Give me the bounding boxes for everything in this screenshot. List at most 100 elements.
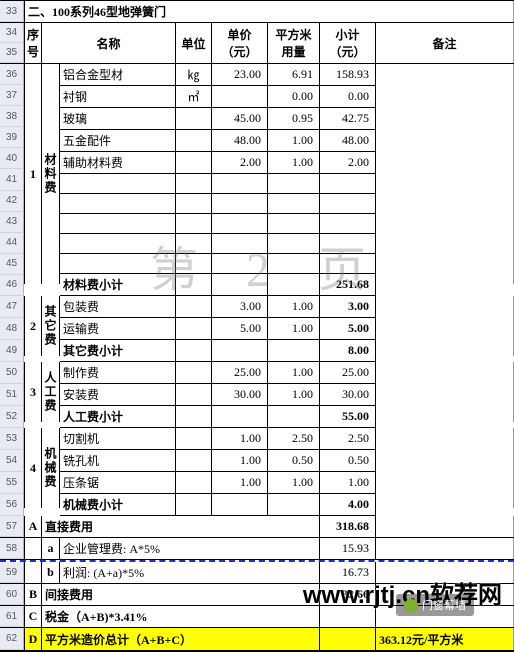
seq-d: D: [24, 628, 42, 650]
item-unit: [176, 384, 212, 405]
item-name: 铝合金型材: [60, 64, 176, 85]
item-unit: [176, 130, 212, 151]
cell: [176, 406, 212, 427]
row-number: 35: [0, 43, 24, 63]
item-price: 1.00: [212, 472, 268, 493]
item-qty: 6.91: [268, 64, 320, 85]
seq-b: B: [24, 584, 42, 605]
subtotal-value: 55.00: [320, 406, 376, 427]
item-unit: [176, 254, 212, 273]
item-sub: 3.00: [320, 296, 376, 317]
header-name: 名称: [42, 23, 176, 63]
item-price: [212, 214, 268, 233]
row-number: 46: [0, 275, 24, 296]
row-number: 55: [0, 472, 24, 494]
row-number: 34: [0, 23, 24, 43]
item-sub: [320, 234, 376, 253]
item-name: [60, 234, 176, 253]
item-unit: [176, 318, 212, 339]
item-name: [60, 254, 176, 273]
header-qty: 平方米用量: [268, 23, 320, 63]
row-total: 62 D 平方米造价总计（A+B+C） 363.12元/平方米: [0, 628, 514, 652]
item-price: 45.00: [212, 108, 268, 129]
item-name: 运输费: [60, 318, 176, 339]
item-qty: [268, 214, 320, 233]
item-price: 2.00: [212, 152, 268, 173]
cell: [212, 274, 268, 295]
item-sub: 48.00: [320, 130, 376, 151]
subtotal-label: 其它费小计: [60, 340, 176, 361]
item-qty: 1.00: [268, 318, 320, 339]
subtotal-value: 251.68: [320, 274, 376, 295]
item-unit: [176, 194, 212, 213]
row-number: 44: [0, 233, 24, 254]
item-unit: [176, 428, 212, 449]
item-name: [60, 174, 176, 193]
cell: [24, 538, 42, 559]
item-name: 安装费: [60, 384, 176, 405]
item-price: 30.00: [212, 384, 268, 405]
item-sub: 42.75: [320, 108, 376, 129]
section-other: 47 48 49 2 其它费 包装费3.001.003.00 运输费5.001.…: [0, 296, 514, 362]
cell: [212, 494, 268, 515]
header-seq: 序号: [24, 23, 42, 63]
note-cell: [376, 296, 514, 356]
seq-a-lower: a: [42, 538, 60, 559]
section4-cat: 机械费: [42, 428, 60, 508]
item-name: 制作费: [60, 362, 176, 383]
row-number: 57: [0, 516, 24, 537]
header-sub: 小计（元）: [320, 23, 376, 63]
row-number: 38: [0, 106, 24, 127]
item-unit: ㎏: [176, 64, 212, 85]
item-price: 5.00: [212, 318, 268, 339]
note-cell: [376, 538, 514, 559]
subtotal-label: 人工费小计: [60, 406, 176, 427]
item-unit: [176, 296, 212, 317]
row-number: 50: [0, 362, 24, 384]
item-price: [212, 194, 268, 213]
item-name: [60, 194, 176, 213]
row-number: 41: [0, 169, 24, 190]
subtotal-label: 机械费小计: [60, 494, 176, 515]
row-number: 48: [0, 318, 24, 340]
header-price: 单价（元）: [212, 23, 268, 63]
row-number: 33: [0, 1, 24, 22]
item-qty: 1.00: [268, 384, 320, 405]
section3-cat: 人工费: [42, 362, 60, 422]
label-management-fee: 企业管理费: A*5%: [60, 538, 320, 559]
row-number: 42: [0, 191, 24, 212]
item-sub: [320, 174, 376, 193]
row-number: 40: [0, 148, 24, 169]
value-total-cell: [320, 628, 376, 650]
row-number: 56: [0, 494, 24, 516]
seq-b-lower: b: [42, 562, 60, 583]
seq-a: A: [24, 516, 42, 537]
item-price: 1.00: [212, 428, 268, 449]
item-price: 25.00: [212, 362, 268, 383]
cell: [176, 494, 212, 515]
cell: [268, 274, 320, 295]
item-price: 23.00: [212, 64, 268, 85]
item-sub: 25.00: [320, 362, 376, 383]
section3-seq: 3: [24, 362, 42, 422]
cell: [268, 494, 320, 515]
item-name: 铣孔机: [60, 450, 176, 471]
item-unit: [176, 108, 212, 129]
item-qty: 1.00: [268, 362, 320, 383]
section2-cat: 其它费: [42, 296, 60, 356]
spreadsheet-table: 33 二、100系列46型地弹簧门 34 35 序号 名称 单位 单价（元） 平…: [0, 0, 514, 652]
item-qty: 0.95: [268, 108, 320, 129]
row-number: 53: [0, 428, 24, 450]
item-name: 包装费: [60, 296, 176, 317]
item-unit: [176, 152, 212, 173]
item-unit: [176, 472, 212, 493]
row-number: 36: [0, 64, 24, 85]
item-unit: [176, 362, 212, 383]
subtotal-label: 材料费小计: [60, 274, 176, 295]
item-sub: 2.00: [320, 152, 376, 173]
row-number: 60: [0, 584, 24, 605]
item-qty: 0.50: [268, 450, 320, 471]
item-qty: [268, 194, 320, 213]
seq-c: C: [24, 606, 42, 627]
item-price: [212, 254, 268, 273]
